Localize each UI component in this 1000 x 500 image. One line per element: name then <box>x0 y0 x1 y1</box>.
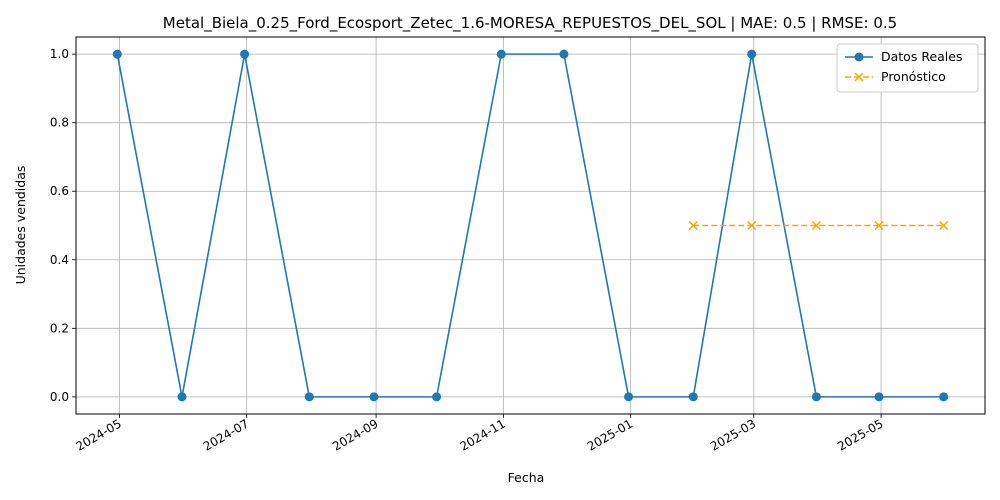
chart-title: Metal_Biela_0.25_Ford_Ecosport_Zetec_1.6… <box>163 14 897 33</box>
y-axis-label: Unidades vendidas <box>13 166 28 285</box>
data-point-pronostico <box>874 220 884 231</box>
x-axis-label: Fecha <box>508 470 545 485</box>
y-tick-label: 0.6 <box>50 184 69 198</box>
y-tick-label: 0.2 <box>50 321 69 335</box>
legend: Datos Reales Pronóstico <box>836 43 979 93</box>
data-point-pronostico <box>811 220 821 231</box>
data-point-datos-reales <box>432 392 442 402</box>
data-point-datos-reales <box>624 392 634 402</box>
data-point-datos-reales <box>747 49 757 59</box>
data-point-datos-reales <box>688 392 698 402</box>
data-point-datos-reales <box>496 49 506 59</box>
data-point-pronostico <box>939 220 949 231</box>
data-point-datos-reales <box>369 392 379 402</box>
legend-marker-datos-reales <box>854 52 864 62</box>
data-point-datos-reales <box>811 392 821 402</box>
legend-label-pronostico: Pronóstico <box>881 69 946 84</box>
y-tick-label: 0.4 <box>50 253 69 267</box>
series-line-datos-reales <box>116 53 944 398</box>
data-point-datos-reales <box>177 392 187 402</box>
plot-frame <box>75 36 986 415</box>
y-tick-label: 0.0 <box>50 390 69 404</box>
data-point-datos-reales <box>939 392 949 402</box>
data-point-datos-reales <box>304 392 314 402</box>
data-point-datos-reales <box>112 49 122 59</box>
y-tick-label: 1.0 <box>50 47 69 61</box>
legend-label-datos-reales: Datos Reales <box>881 49 962 64</box>
legend-marker-pronostico <box>854 72 864 82</box>
series-layer <box>112 49 949 402</box>
y-tick-label: 0.8 <box>50 116 69 130</box>
legend-box <box>836 43 979 93</box>
data-point-datos-reales <box>240 49 250 59</box>
data-point-datos-reales <box>874 392 884 402</box>
data-point-datos-reales <box>559 49 569 59</box>
data-point-pronostico <box>747 220 757 231</box>
data-point-pronostico <box>688 220 698 231</box>
legend-items <box>845 52 873 82</box>
grid <box>76 37 985 414</box>
